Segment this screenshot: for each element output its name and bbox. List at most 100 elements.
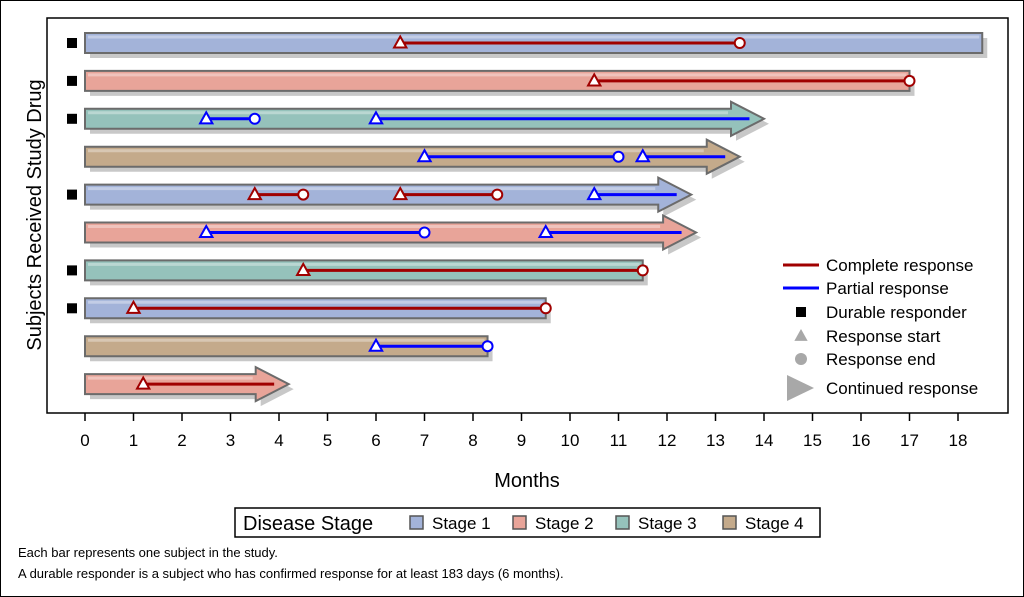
x-tick-label: 13: [706, 431, 725, 450]
subject-row: [84, 213, 702, 255]
x-tick-label: 16: [852, 431, 871, 450]
x-tick-label: 2: [177, 431, 186, 450]
x-tick-label: 11: [610, 431, 628, 450]
response-start-marker: [586, 186, 603, 201]
response-start-marker: [135, 375, 152, 390]
x-tick-label: 3: [226, 431, 235, 450]
stage-swatch: [615, 515, 630, 530]
response-end-marker: [491, 188, 504, 201]
legend-label: Stage 1: [432, 514, 491, 533]
x-tick-label: 18: [949, 431, 968, 450]
durable-marker: [67, 303, 77, 314]
legend-label: Continued response: [826, 379, 978, 398]
subject-row: [67, 69, 916, 96]
x-tick-label: 8: [468, 431, 477, 450]
x-tick-label: 0: [80, 431, 89, 450]
x-tick-label: 14: [755, 431, 774, 450]
legend-item: Stage 2: [512, 514, 594, 533]
subject-row: [67, 297, 552, 324]
footnote-1: Each bar represents one subject in the s…: [18, 545, 278, 560]
subject-row: [67, 259, 649, 286]
stage-swatch: [409, 515, 424, 530]
response-start-marker: [295, 261, 312, 276]
response-legend: Complete response Partial response Durable…: [783, 256, 978, 401]
x-tick-label: 10: [561, 431, 580, 450]
legend-label: Response start: [826, 327, 941, 346]
x-tick-label: 15: [803, 431, 822, 450]
stage-swatch: [722, 515, 737, 530]
legend-label: Stage 4: [745, 514, 804, 533]
x-tick-label: 5: [323, 431, 332, 450]
disease-stage-legend: Disease Stage Stage 1 Stage 2 Stage 3 Stage…: [234, 507, 821, 538]
subject-row: [84, 138, 745, 179]
bars-layer: [67, 32, 988, 407]
x-tick-label: 1: [129, 431, 138, 450]
arrow-swatch: [787, 375, 814, 401]
subject-row: [67, 175, 697, 217]
response-start-marker: [537, 223, 554, 239]
legend-item: Partial response: [783, 279, 949, 298]
x-tick-label: 12: [658, 431, 677, 450]
legend-item: Durable responder: [796, 303, 967, 322]
response-start-marker: [125, 299, 142, 314]
response-start-marker: [586, 72, 603, 87]
legend-label: Stage 3: [638, 514, 697, 533]
triangle-swatch: [794, 329, 808, 341]
durable-marker: [67, 38, 77, 48]
x-axis: 0 1 2 3 4 5 6 7 8 9 10 11 12 13 14 15 16 17 18: [80, 413, 967, 450]
legend-title: Disease Stage: [243, 513, 373, 535]
legend-label: Response end: [826, 350, 936, 369]
subject-row: [67, 100, 769, 141]
response-start-marker: [246, 186, 263, 201]
bar: [84, 335, 489, 358]
legend-item: Response end: [795, 350, 936, 369]
bar-arrow: [84, 175, 694, 214]
durable-marker: [67, 189, 77, 200]
durable-marker: [67, 75, 77, 86]
response-end-marker: [418, 226, 431, 239]
subject-row: [67, 32, 988, 58]
subject-row: [84, 335, 494, 362]
footnote-2: A durable responder is a subject who has…: [18, 566, 564, 581]
legend-item: Stage 3: [615, 514, 697, 533]
response-start-marker: [392, 186, 409, 201]
legend-label: Durable responder: [826, 303, 967, 322]
response-start-marker: [198, 110, 215, 125]
response-end-marker: [636, 264, 649, 277]
legend-item: Stage 4: [722, 514, 804, 533]
x-tick-label: 4: [274, 431, 283, 450]
legend-item: Continued response: [787, 375, 978, 401]
response-end-marker: [481, 340, 494, 353]
response-end-marker: [297, 188, 310, 201]
legend-item: Stage 1: [409, 514, 491, 533]
response-end-marker: [248, 112, 261, 125]
durable-marker: [67, 265, 77, 276]
x-tick-label: 9: [517, 431, 526, 450]
response-start-marker: [368, 337, 384, 352]
durable-swatch: [796, 307, 806, 317]
x-axis-label: Months: [494, 470, 560, 492]
response-start-marker: [368, 110, 384, 125]
stage-swatch: [512, 515, 527, 530]
response-start-marker: [198, 223, 215, 239]
response-end-marker: [903, 74, 916, 87]
x-tick-label: 6: [371, 431, 380, 450]
response-end-marker: [612, 150, 625, 163]
response-end-marker: [733, 37, 746, 49]
circle-swatch: [795, 353, 807, 365]
x-tick-label: 17: [900, 431, 919, 450]
response-start-marker: [416, 148, 433, 163]
legend-label: Complete response: [826, 256, 973, 275]
response-end-marker: [539, 302, 552, 315]
response-start-marker: [392, 34, 409, 49]
bar-arrow: [84, 138, 742, 176]
legend-item: Complete response: [783, 256, 973, 275]
legend-item: Response start: [794, 327, 941, 346]
y-axis-label: Subjects Received Study Drug: [24, 79, 46, 350]
legend-label: Partial response: [826, 279, 949, 298]
response-start-marker: [634, 148, 651, 163]
x-tick-label: 7: [420, 431, 429, 450]
durable-marker: [67, 113, 77, 124]
bar: [84, 69, 911, 92]
